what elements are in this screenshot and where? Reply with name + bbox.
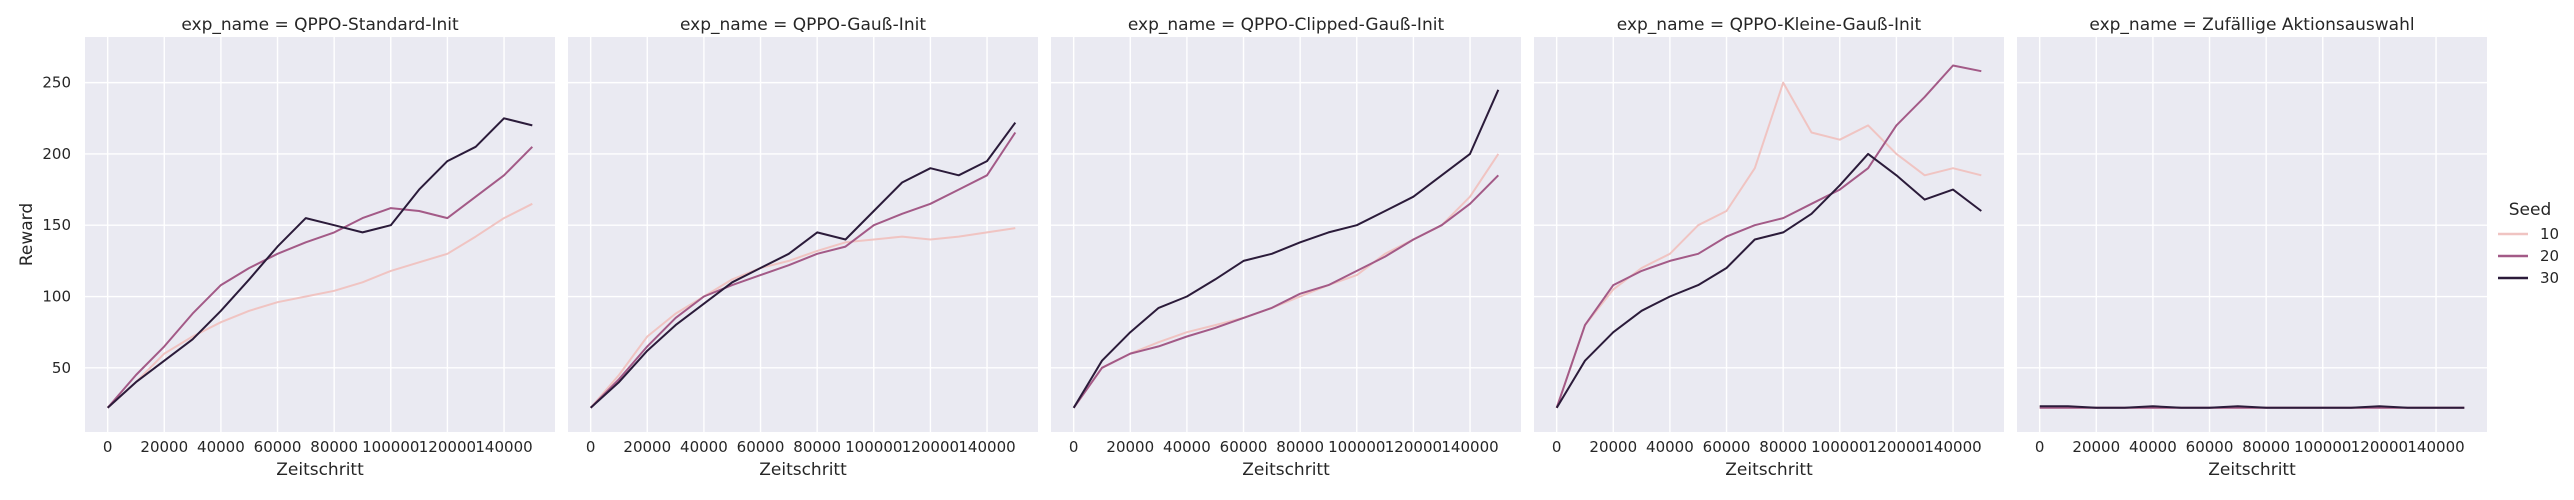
x-tick-label: 80000	[793, 438, 841, 456]
x-tick-label: 20000	[2072, 438, 2120, 456]
x-tick-label: 140000	[2407, 438, 2464, 456]
x-tick-label: 20000	[140, 438, 188, 456]
x-tick-label: 0	[2035, 438, 2045, 456]
legend-label-seed-30: 30	[2540, 269, 2559, 287]
x-tick-label: 60000	[1220, 438, 1268, 456]
facet-title: exp_name = Zufällige Aktionsauswahl	[2089, 15, 2414, 35]
x-tick-label: 140000	[1441, 438, 1498, 456]
x-tick-label: 140000	[1924, 438, 1981, 456]
y-axis-label: Reward	[17, 203, 37, 266]
x-tick-label: 0	[586, 438, 596, 456]
facet-panel-5	[2017, 37, 2487, 432]
x-tick-label: 80000	[310, 438, 358, 456]
x-tick-label: 40000	[2129, 438, 2177, 456]
facet-title: exp_name = QPPO-Standard-Init	[181, 15, 459, 35]
y-tick-label: 100	[42, 288, 71, 306]
x-tick-label: 60000	[254, 438, 302, 456]
x-tick-label: 80000	[1276, 438, 1324, 456]
x-tick-label: 0	[1069, 438, 1079, 456]
x-tick-label: 60000	[1703, 438, 1751, 456]
x-tick-label: 0	[1552, 438, 1562, 456]
legend-label-seed-10: 10	[2540, 225, 2559, 243]
x-tick-label: 120000	[419, 438, 476, 456]
x-axis-label: Zeitschritt	[1725, 460, 1813, 480]
x-tick-label: 100000	[1811, 438, 1868, 456]
x-axis-label: Zeitschritt	[276, 460, 364, 480]
x-tick-label: 120000	[902, 438, 959, 456]
x-tick-label: 100000	[1328, 438, 1385, 456]
legend-title: Seed	[2509, 200, 2552, 220]
facet-panel-3	[1051, 37, 1521, 432]
facet-panel-1	[85, 37, 555, 432]
x-tick-label: 80000	[1759, 438, 1807, 456]
x-tick-label: 100000	[845, 438, 902, 456]
x-tick-label: 20000	[623, 438, 671, 456]
x-tick-label: 140000	[958, 438, 1015, 456]
x-tick-label: 40000	[680, 438, 728, 456]
facet-title: exp_name = QPPO-Clipped-Gauß-Init	[1128, 15, 1445, 35]
y-tick-label: 250	[42, 74, 71, 92]
x-axis-label: Zeitschritt	[759, 460, 847, 480]
x-tick-label: 80000	[2242, 438, 2290, 456]
legend-label-seed-20: 20	[2540, 247, 2559, 265]
x-tick-label: 140000	[475, 438, 532, 456]
x-tick-label: 100000	[362, 438, 419, 456]
x-tick-label: 120000	[1868, 438, 1925, 456]
x-axis-label: Zeitschritt	[1242, 460, 1330, 480]
x-tick-label: 0	[103, 438, 113, 456]
facet-panel-4	[1534, 37, 2004, 432]
x-tick-label: 20000	[1106, 438, 1154, 456]
x-tick-label: 40000	[1163, 438, 1211, 456]
x-tick-label: 60000	[2186, 438, 2234, 456]
y-tick-label: 150	[42, 216, 71, 234]
x-tick-label: 100000	[2294, 438, 2351, 456]
x-tick-label: 40000	[197, 438, 245, 456]
x-tick-label: 120000	[1385, 438, 1442, 456]
facet-title: exp_name = QPPO-Gauß-Init	[680, 15, 926, 35]
x-tick-label: 60000	[737, 438, 785, 456]
facet-title: exp_name = QPPO-Kleine-Gauß-Init	[1617, 15, 1922, 35]
x-axis-label: Zeitschritt	[2208, 460, 2296, 480]
x-tick-label: 20000	[1589, 438, 1637, 456]
x-tick-label: 120000	[2351, 438, 2408, 456]
y-tick-label: 200	[42, 145, 71, 163]
x-tick-label: 40000	[1646, 438, 1694, 456]
y-tick-label: 50	[52, 359, 71, 377]
